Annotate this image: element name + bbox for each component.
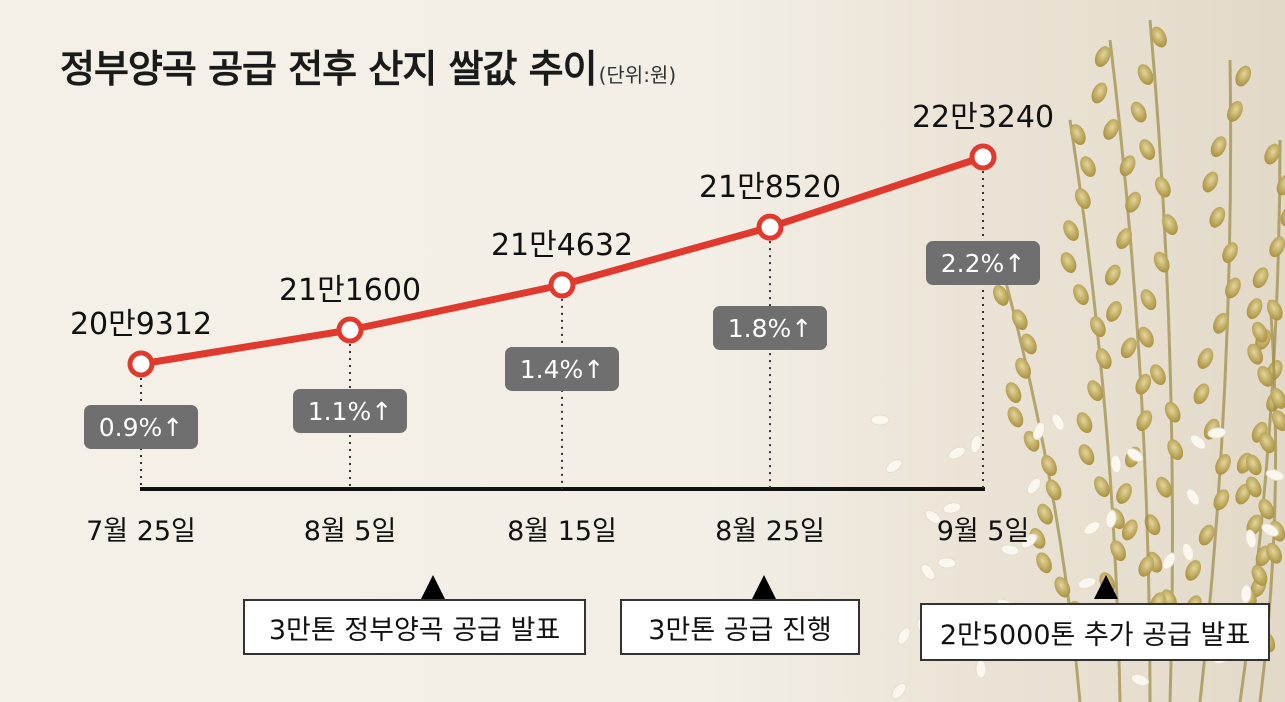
data-point — [127, 350, 155, 378]
unit-label: (단위:원) — [598, 63, 677, 87]
chart-title-block: 정부양곡 공급 전후 산지 쌀값 추이 (단위:원) — [60, 38, 676, 93]
x-tick-label: 8월 25일 — [715, 516, 825, 547]
change-label: 1.4%↑ — [520, 355, 604, 384]
event-arrow-2 — [752, 575, 776, 599]
x-tick-label: 9월 5일 — [937, 516, 1030, 547]
change-badge — [926, 241, 1040, 285]
change-label: 1.1%↑ — [308, 397, 392, 426]
change-badge — [84, 405, 198, 449]
event-label-1: 3만톤 정부양곡 공급 발표 — [243, 599, 586, 655]
data-label: 21만4632 — [491, 228, 633, 263]
data-label: 21만1600 — [279, 273, 421, 308]
change-badge — [505, 347, 619, 391]
change-label: 2.2%↑ — [941, 249, 1025, 278]
x-tick-label: 7월 25일 — [86, 516, 196, 547]
change-label: 1.8%↑ — [728, 314, 812, 343]
data-point — [548, 271, 576, 299]
data-point — [756, 213, 784, 241]
event-arrow-1 — [421, 575, 445, 599]
change-badge — [713, 306, 827, 350]
event-label-3: 2만5000톤 추가 공급 발표 — [920, 603, 1270, 661]
data-label: 22만3240 — [912, 100, 1054, 135]
chart-title: 정부양곡 공급 전후 산지 쌀값 추이 — [60, 47, 598, 91]
data-label: 20만9312 — [70, 307, 212, 342]
data-point — [969, 143, 997, 171]
event-label-2: 3만톤 공급 진행 — [620, 599, 860, 655]
event-arrow-3 — [1094, 575, 1118, 599]
x-tick-label: 8월 15일 — [507, 516, 617, 547]
change-badge — [293, 389, 407, 433]
data-label: 21만8520 — [699, 170, 841, 205]
change-label: 0.9%↑ — [99, 413, 183, 442]
x-tick-label: 8월 5일 — [304, 516, 397, 547]
data-point — [336, 316, 364, 344]
